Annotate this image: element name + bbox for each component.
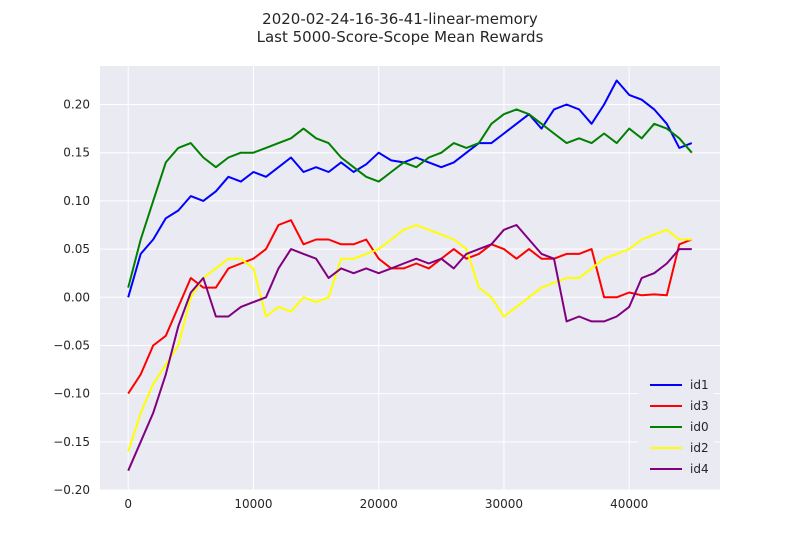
legend-items: id1 id3 id0 id2 id4 bbox=[650, 378, 709, 476]
series-line-id4 bbox=[127, 224, 692, 472]
legend: id1 id3 id0 id2 id4 bbox=[638, 370, 714, 482]
legend-label-id2: id2 bbox=[690, 441, 709, 455]
legend-label-id0: id0 bbox=[690, 420, 709, 434]
legend-label-id4: id4 bbox=[690, 462, 709, 476]
x-axis-ticks: 0 10000 20000 30000 40000 bbox=[124, 497, 648, 511]
y-tick-label: 0.20 bbox=[63, 98, 90, 112]
y-tick-label: 0.05 bbox=[63, 242, 90, 256]
y-tick-label: 0.00 bbox=[63, 290, 90, 304]
series-line-id3 bbox=[127, 219, 693, 395]
legend-label-id1: id1 bbox=[690, 378, 709, 392]
x-tick-label: 30000 bbox=[485, 497, 523, 511]
x-tick-label: 0 bbox=[124, 497, 132, 511]
y-tick-label: 0.15 bbox=[63, 146, 90, 160]
plot-area bbox=[100, 66, 720, 490]
series-line-id1 bbox=[127, 79, 693, 298]
chart-subtitle: Last 5000-Score-Scope Mean Rewards bbox=[257, 28, 544, 46]
y-tick-label: −0.10 bbox=[53, 387, 90, 401]
y-axis-ticks: −0.20 −0.15 −0.10 −0.05 0.00 0.05 0.10 0.15 0.20 bbox=[53, 98, 90, 497]
x-tick-label: 10000 bbox=[234, 497, 272, 511]
legend-label-id3: id3 bbox=[690, 399, 709, 413]
series-lines bbox=[127, 79, 693, 472]
series-line-id0 bbox=[127, 108, 693, 288]
x-tick-label: 20000 bbox=[360, 497, 398, 511]
y-tick-label: −0.05 bbox=[53, 338, 90, 352]
chart-title: 2020-02-24-16-36-41-linear-memory bbox=[262, 10, 538, 28]
y-tick-label: 0.10 bbox=[63, 194, 90, 208]
series-line-id2 bbox=[127, 224, 692, 452]
x-tick-label: 40000 bbox=[610, 497, 648, 511]
y-tick-label: −0.20 bbox=[53, 483, 90, 497]
y-tick-label: −0.15 bbox=[53, 435, 90, 449]
